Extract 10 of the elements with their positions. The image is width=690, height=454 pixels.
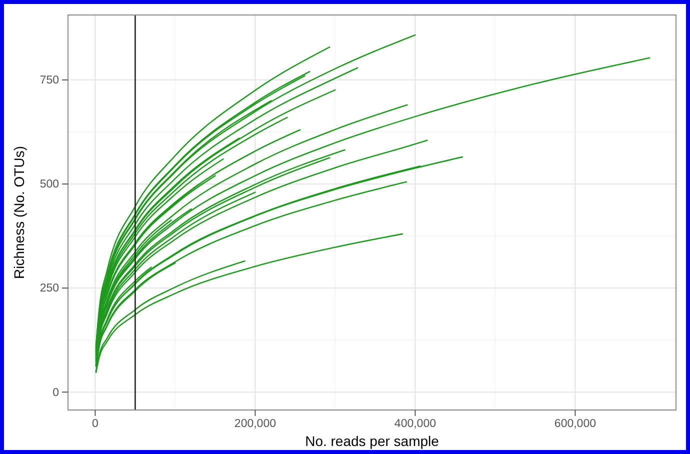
y-tick-label: 750 — [40, 74, 59, 87]
x-tick-label: 0 — [92, 418, 98, 430]
y-axis-title: Richness (No. OTUs) — [11, 146, 27, 280]
y-tick-label: 250 — [40, 282, 59, 295]
y-tick-label: 0 — [52, 386, 59, 399]
x-axis-title: No. reads per sample — [305, 433, 440, 449]
x-tick-label: 400,000 — [394, 418, 436, 430]
y-tick-label: 500 — [40, 178, 59, 191]
x-tick-label: 600,000 — [554, 418, 596, 430]
x-tick-label: 200,000 — [234, 418, 276, 430]
